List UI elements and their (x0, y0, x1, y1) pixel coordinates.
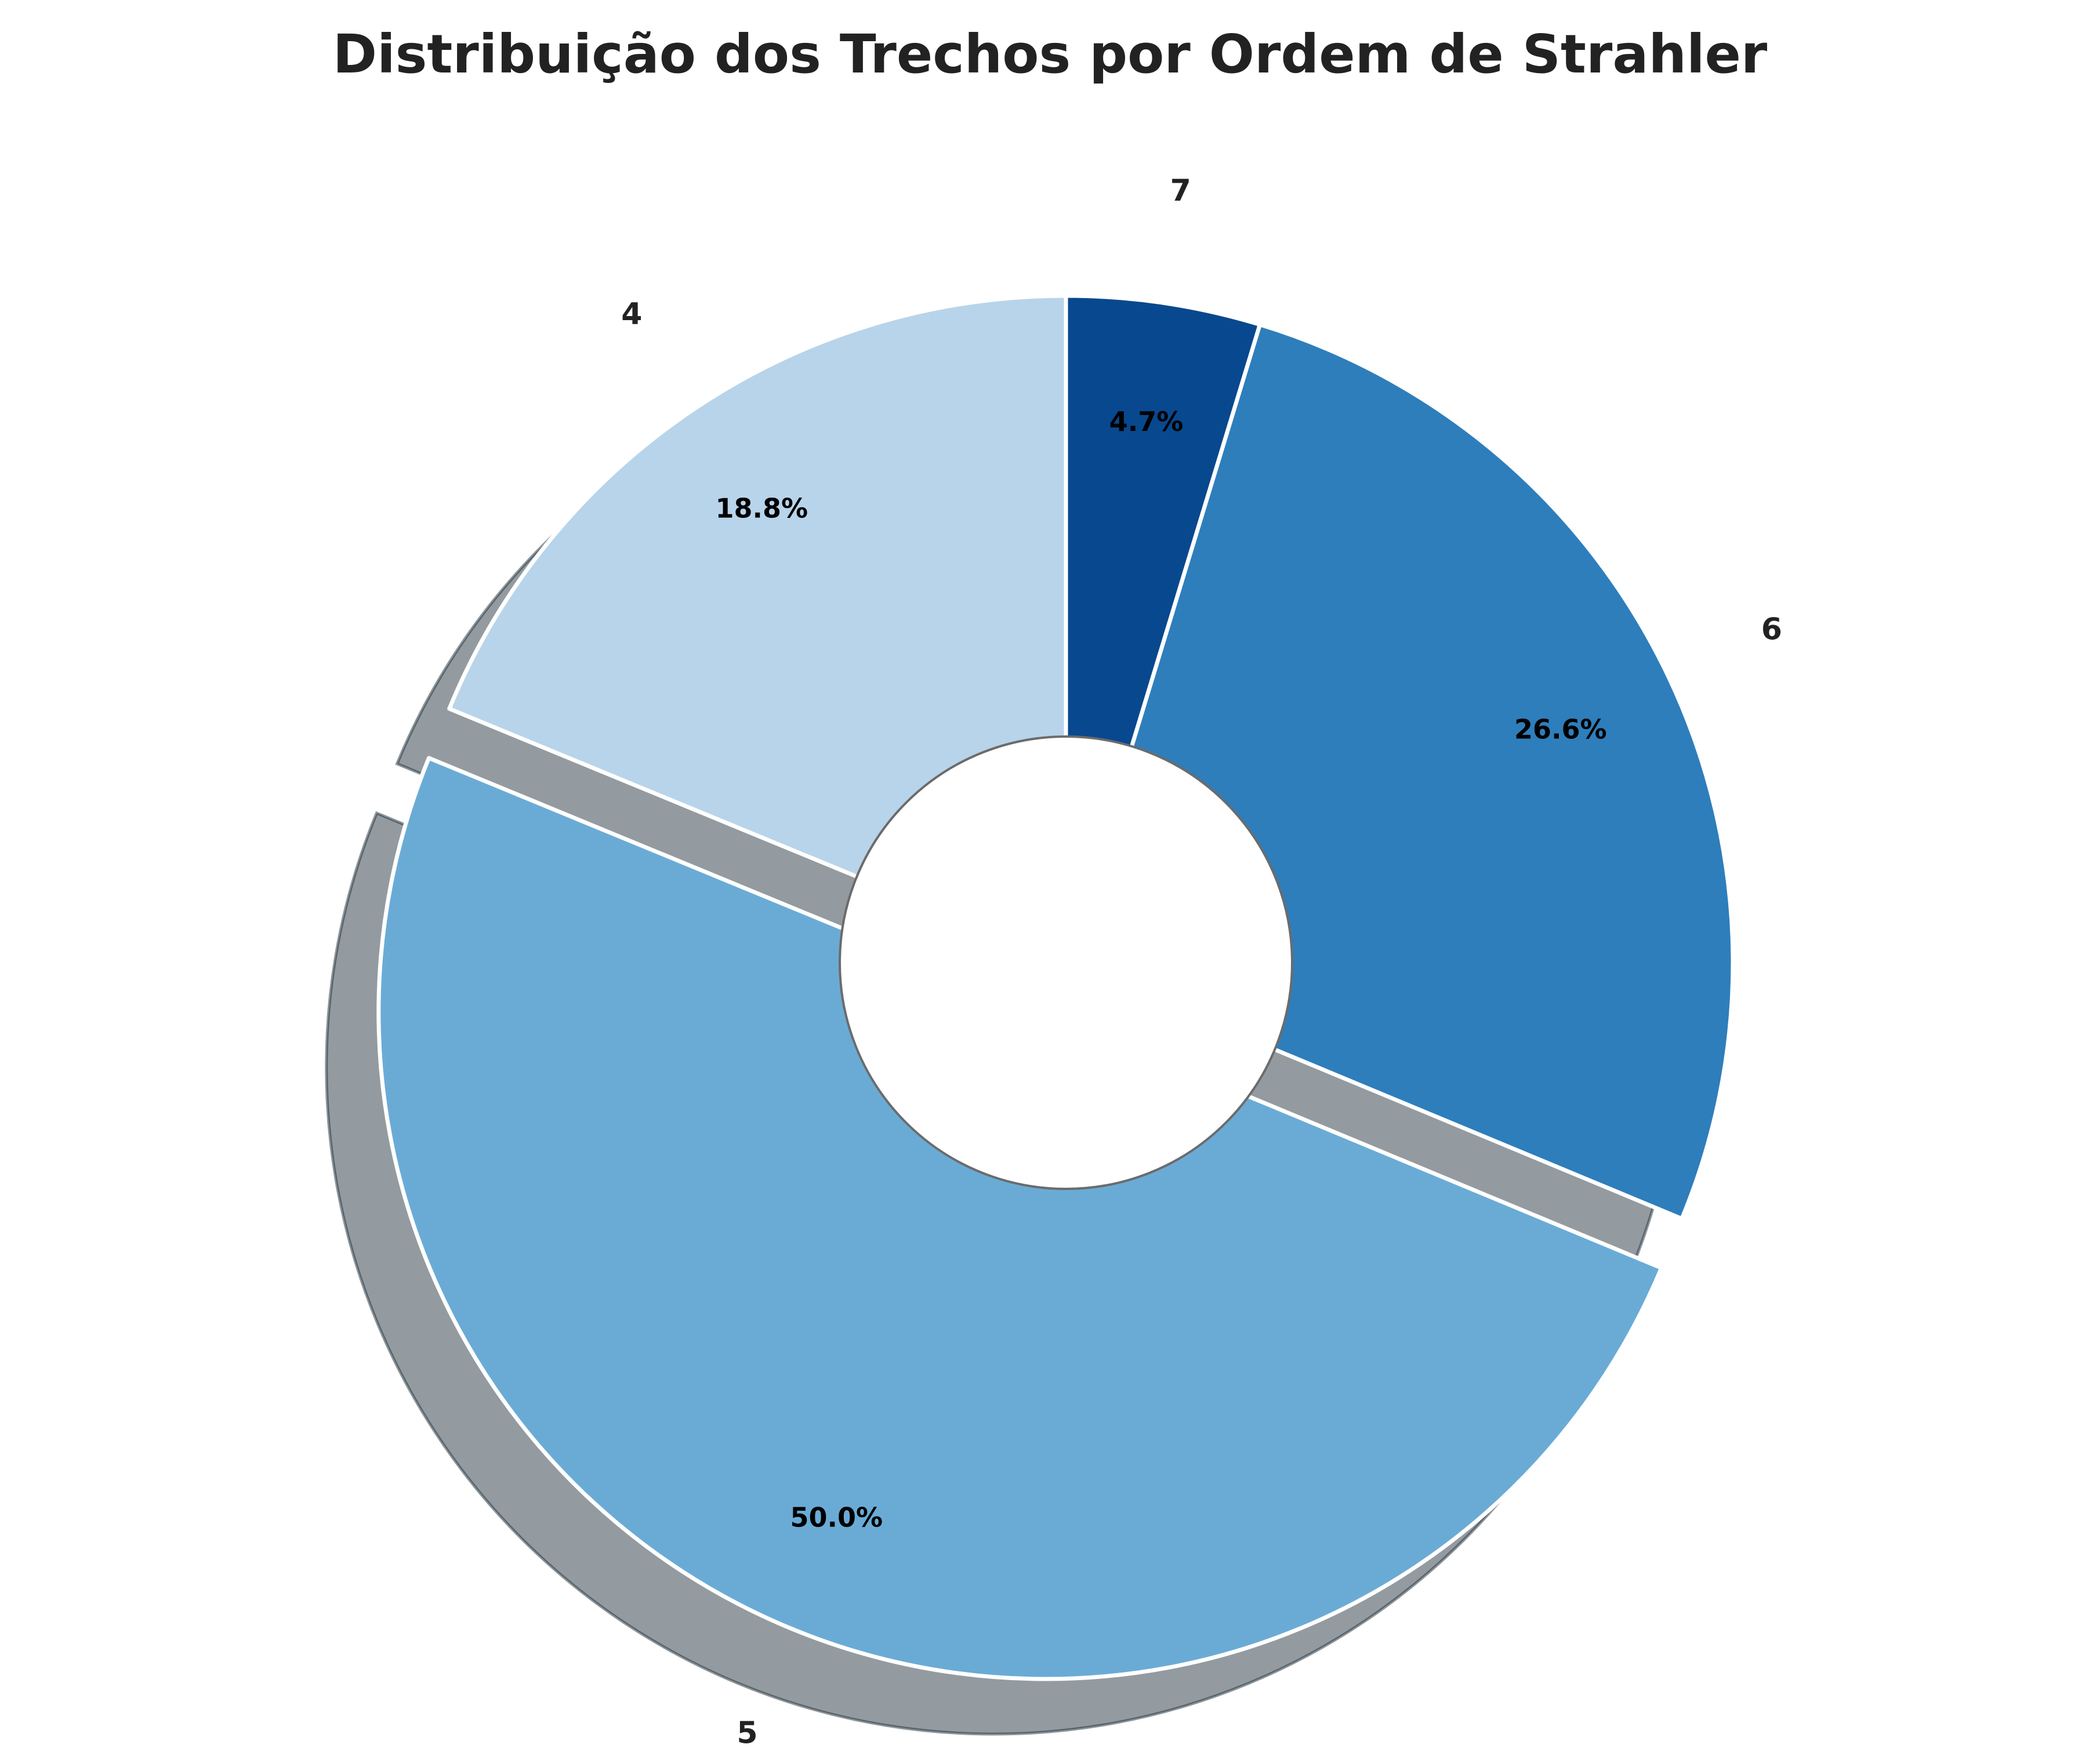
chart-title: Distribuição dos Trechos por Ordem de St… (332, 23, 1768, 85)
slice-value-7: 4.7% (1109, 406, 1184, 437)
slice-value-4: 18.8% (716, 492, 808, 524)
slice-label-4: 4 (621, 297, 642, 332)
donut-hole (839, 735, 1293, 1190)
pie-label-layer: 4 18.8% 5 50.0% 6 26.6% 7 4.7% (621, 173, 1782, 1750)
pie-slice-5 (376, 756, 1664, 1682)
slice-label-5: 5 (737, 1716, 757, 1750)
slice-value-6: 26.6% (1514, 714, 1607, 745)
slice-label-6: 6 (1761, 612, 1782, 647)
slice-value-5: 50.0% (790, 1502, 883, 1533)
slice-label-7: 7 (1170, 173, 1191, 208)
